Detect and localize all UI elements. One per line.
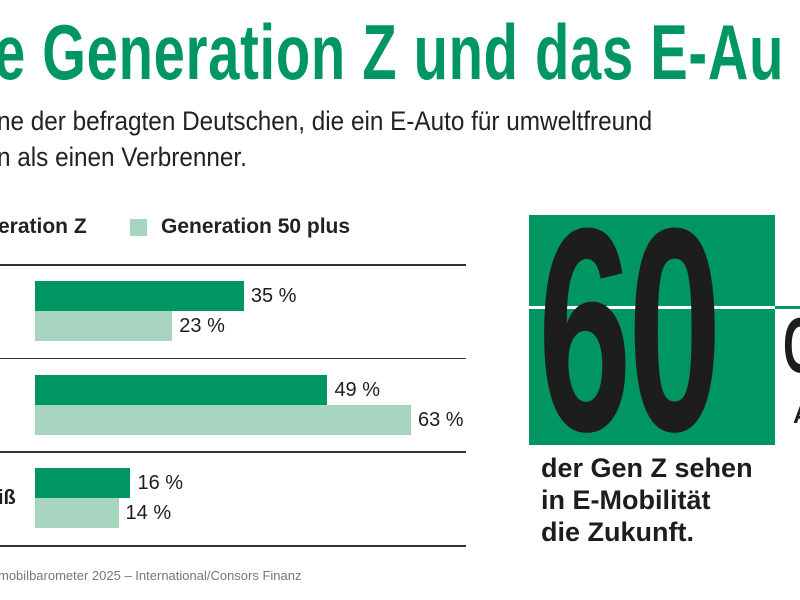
cut-text-a: A — [793, 402, 800, 430]
category-label: iß — [0, 487, 16, 510]
callout-line-3: die Zukunft. — [541, 517, 694, 547]
subtitle-line-2: n als einen Verbrenner. — [0, 142, 247, 172]
callout-box — [529, 215, 775, 445]
legend-swatch-50plus — [130, 219, 147, 236]
chart-title: e Generation Z und das E-Au — [0, 8, 785, 96]
callout-line-1: der Gen Z sehen — [541, 453, 753, 483]
bar-gen-z — [35, 281, 244, 311]
value-label: 35 % — [250, 285, 297, 307]
bar-gen-z — [35, 468, 131, 499]
value-label: 23 % — [179, 315, 225, 337]
row-divider — [0, 357, 466, 360]
value-label: 63 % — [418, 408, 464, 431]
callout-divider — [529, 306, 800, 309]
row-divider — [0, 264, 466, 266]
callout-divider-ext — [775, 306, 800, 309]
legend-gen-z: eration Z — [0, 215, 87, 238]
callout-line-2: in E-Mobilität — [541, 485, 711, 515]
bar-gen-50plus — [35, 311, 173, 341]
source-note: mobilbarometer 2025 – International/Cons… — [0, 568, 302, 583]
row-divider — [0, 545, 466, 547]
value-label: 16 % — [137, 472, 184, 495]
row-divider — [0, 451, 466, 453]
bar-gen-50plus — [35, 498, 119, 529]
legend-gen-50plus: Generation 50 plus — [161, 215, 351, 238]
bar-gen-z — [35, 374, 328, 405]
value-label: 49 % — [334, 378, 381, 401]
bar-gen-50plus — [35, 404, 411, 435]
subtitle-line-1: ne der befragten Deutschen, die ein E-Au… — [0, 106, 653, 136]
cut-text-c: C — [783, 305, 800, 385]
value-label: 14 % — [125, 502, 172, 525]
callout-number: 60 — [538, 168, 722, 492]
